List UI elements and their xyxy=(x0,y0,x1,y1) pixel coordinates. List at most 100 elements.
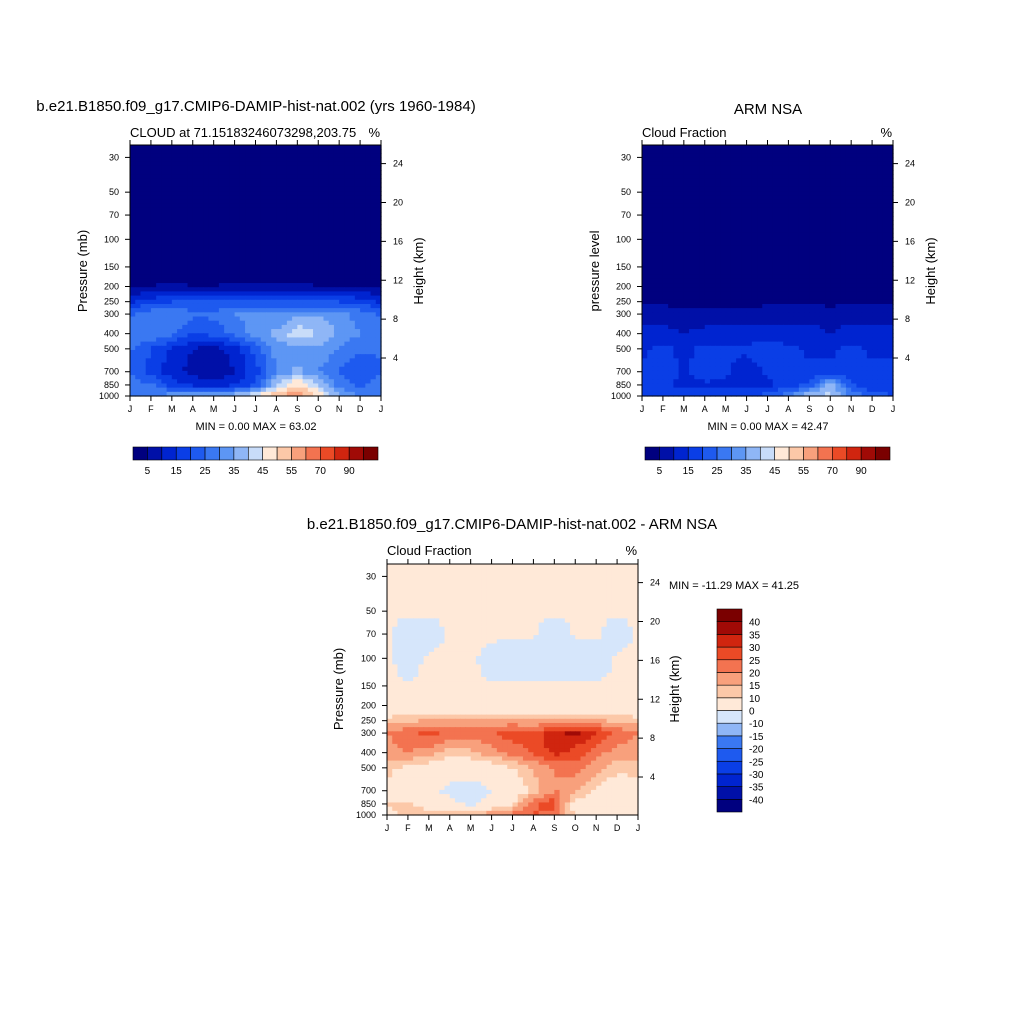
obs-cell xyxy=(730,203,737,209)
obs-cell xyxy=(825,178,831,184)
model-cell xyxy=(302,349,309,355)
obs-cell xyxy=(798,153,805,159)
model-cell xyxy=(271,178,278,184)
model-cell xyxy=(323,383,330,389)
obs-cell xyxy=(882,195,889,200)
model-colorbar-swatch xyxy=(247,446,264,461)
model-cell xyxy=(271,266,278,272)
model-cell xyxy=(318,383,325,389)
model-cell xyxy=(171,161,178,167)
obs-cell xyxy=(887,203,894,209)
obs-cell xyxy=(856,174,863,180)
obs-cell xyxy=(814,178,821,184)
obs-cell xyxy=(668,303,674,309)
model-cell xyxy=(370,387,377,393)
model-cell xyxy=(265,224,272,230)
model-cell xyxy=(234,157,241,163)
model-cell xyxy=(286,370,293,376)
obs-cell xyxy=(678,157,685,163)
model-cell xyxy=(171,333,178,339)
model-cell xyxy=(135,291,142,297)
model-cell xyxy=(218,203,225,209)
obs-cell xyxy=(783,182,790,188)
obs-cell xyxy=(872,153,878,159)
model-cell xyxy=(250,316,257,322)
obs-cell xyxy=(725,232,732,238)
model-cell xyxy=(187,170,194,175)
obs-cell xyxy=(793,182,800,188)
model-cell xyxy=(171,257,178,263)
obs-cell xyxy=(647,178,654,184)
obs-cell xyxy=(673,153,680,159)
obs-cell xyxy=(642,308,648,313)
obs-cell xyxy=(882,211,889,217)
model-cell xyxy=(292,283,298,288)
model-cell xyxy=(255,274,262,280)
model-cell xyxy=(318,170,325,175)
obs-cell xyxy=(877,165,884,171)
obs-cell xyxy=(872,237,878,242)
obs-cell xyxy=(793,295,800,301)
model-cell xyxy=(360,375,366,380)
model-cell xyxy=(365,362,372,368)
obs-cell xyxy=(767,145,774,150)
obs-cell xyxy=(783,249,790,255)
obs-cell xyxy=(819,283,826,288)
model-cell xyxy=(156,245,162,251)
model-cell xyxy=(365,257,372,263)
obs-cell xyxy=(757,253,763,259)
model-cell xyxy=(344,383,351,389)
model-cell xyxy=(203,287,210,293)
obs-cell xyxy=(751,153,758,159)
obs-cell xyxy=(720,165,727,171)
model-cell xyxy=(156,349,162,355)
model-cell xyxy=(354,333,361,339)
model-cell xyxy=(224,391,230,397)
model-cell xyxy=(260,145,267,150)
obs-cell xyxy=(657,203,664,209)
model-cell xyxy=(187,153,194,159)
obs-cell xyxy=(788,262,795,267)
obs-cell xyxy=(856,266,863,272)
model-cell xyxy=(135,245,142,251)
obs-cell xyxy=(809,186,816,192)
model-cell xyxy=(375,303,382,309)
obs-cell xyxy=(825,224,831,230)
obs-cell xyxy=(845,228,852,234)
obs-cell xyxy=(689,161,695,167)
obs-cell xyxy=(788,249,795,255)
obs-cell xyxy=(662,266,669,272)
model-cell xyxy=(182,232,189,238)
obs-cell xyxy=(657,161,664,167)
obs-cell xyxy=(668,232,674,238)
obs-cell xyxy=(825,203,831,209)
model-cell xyxy=(218,333,225,339)
model-cell xyxy=(187,203,194,209)
model-cell xyxy=(333,207,340,213)
obs-cell xyxy=(709,257,716,263)
model-cell xyxy=(265,249,272,255)
model-cell xyxy=(292,358,298,364)
model-cell xyxy=(177,149,183,154)
model-cell xyxy=(271,245,278,251)
model-cell xyxy=(292,362,298,368)
obs-cell xyxy=(709,174,716,180)
model-cell xyxy=(250,153,257,159)
obs-cell xyxy=(819,145,826,150)
model-cell xyxy=(192,266,199,272)
model-cell xyxy=(224,220,230,226)
model-cell xyxy=(292,195,298,200)
model-cell xyxy=(197,391,204,397)
obs-cell xyxy=(798,228,805,234)
obs-cell xyxy=(678,220,685,226)
model-cell xyxy=(197,312,204,318)
model-cell xyxy=(318,149,325,154)
obs-cell xyxy=(777,145,784,150)
model-cell xyxy=(328,375,335,380)
model-cell xyxy=(239,387,246,393)
model-cell xyxy=(292,191,298,196)
model-cell xyxy=(333,354,340,359)
model-cell xyxy=(323,270,330,276)
model-cell xyxy=(344,165,351,171)
model-cell xyxy=(354,161,361,167)
